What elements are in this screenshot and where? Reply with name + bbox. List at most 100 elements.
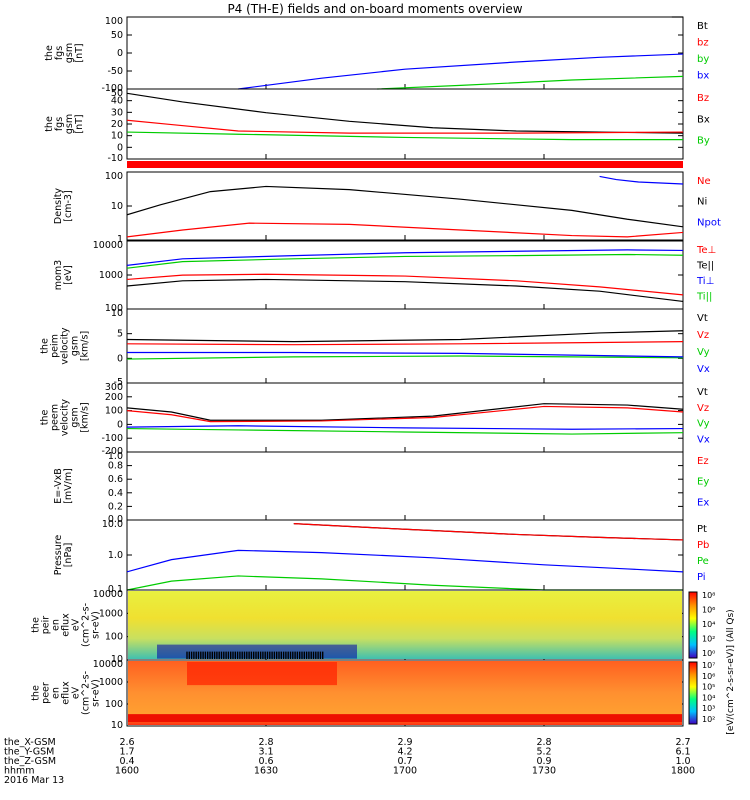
- colorbar-tick: 10⁶: [702, 672, 715, 681]
- y-tick-label: 50: [111, 30, 123, 41]
- y-axis-label: peim: [50, 334, 61, 358]
- series-line: [126, 253, 684, 269]
- y-axis-label: E=-VxB: [53, 468, 64, 503]
- axis-tick-label: 5.2: [536, 747, 551, 758]
- y-axis-label: fgs: [54, 117, 65, 131]
- legend-entry: Vx: [697, 434, 710, 445]
- panel-frame: [126, 451, 684, 521]
- y-axis-label: en: [51, 687, 62, 699]
- y-tick-label: 0: [117, 419, 123, 430]
- series-line: [126, 273, 684, 296]
- colorbar-tick: 10⁵: [702, 683, 715, 692]
- y-tick-label: 10: [111, 654, 123, 665]
- y-axis-label: Pressure: [53, 535, 64, 576]
- y-axis-label: the: [40, 338, 51, 354]
- axis-tick-label: 1630: [254, 766, 278, 777]
- y-axis-label: sr-eV): [91, 679, 102, 707]
- y-tick-label: 5: [117, 329, 123, 340]
- spectrogram-feature: [128, 714, 682, 723]
- y-axis-label: the: [31, 685, 42, 701]
- series-line: [126, 222, 684, 238]
- series-line: [126, 185, 684, 228]
- axis-tick-label: 2.8: [258, 737, 273, 748]
- legend-entry: Pe: [697, 556, 709, 567]
- y-axis-label: eflux: [61, 613, 72, 637]
- axis-row-label: hhmm: [4, 766, 35, 777]
- y-axis-label: velocity: [60, 399, 71, 437]
- y-tick-label: 0.2: [108, 501, 123, 512]
- series-line: [126, 341, 684, 346]
- y-axis-label: [nPa]: [63, 543, 74, 568]
- y-tick-label: 1.0: [108, 550, 123, 561]
- y-tick-label: 1: [117, 234, 123, 245]
- axis-tick-label: 1600: [115, 766, 139, 777]
- colorbar-label: [eV/(cm^2-s-sr-eV)] (All Qs): [726, 609, 736, 734]
- y-tick-label: 200: [105, 392, 123, 403]
- y-axis-label: sr-eV): [91, 611, 102, 639]
- legend-entry: Ne: [697, 176, 711, 187]
- y-axis-label: velocity: [60, 327, 71, 365]
- y-axis-label: [cm-3]: [63, 190, 74, 221]
- series-line: [127, 351, 684, 358]
- legend-entry: By: [697, 136, 710, 147]
- legend-entry: Bz: [697, 93, 709, 104]
- y-tick-label: 100: [105, 16, 123, 27]
- y-tick-label: 100: [105, 699, 123, 710]
- y-axis-label: fgs: [54, 46, 65, 60]
- y-axis-label: peem: [50, 404, 61, 431]
- axis-row-label: the_Y-GSM: [4, 747, 54, 758]
- series-line: [377, 75, 684, 90]
- y-axis-label: peer: [41, 682, 52, 704]
- y-axis-label: the: [40, 410, 51, 426]
- colorbar-tick: 10⁴: [702, 693, 715, 702]
- axis-tick-label: 1730: [532, 766, 556, 777]
- y-tick-label: 10: [111, 308, 123, 319]
- y-axis-label: the: [44, 116, 55, 132]
- y-tick-label: 0.8: [108, 461, 123, 472]
- y-axis-label: (cm^2-s-: [81, 671, 92, 715]
- legend-entry: Vz: [697, 403, 709, 414]
- legend-entry: Ni: [697, 197, 707, 208]
- panel-frame: [126, 16, 684, 90]
- legend-entry: bx: [697, 71, 709, 82]
- axis-tick-label: 1800: [671, 766, 695, 777]
- legend-entry: Pt: [697, 524, 707, 535]
- series-line: [238, 53, 684, 90]
- axis-tick-label: 2.6: [119, 737, 134, 748]
- panel-frame: [126, 88, 684, 160]
- y-tick-label: -50: [107, 66, 123, 77]
- y-axis-label: the: [31, 617, 42, 633]
- series-line: [126, 425, 684, 430]
- legend-entry: Bt: [697, 21, 708, 32]
- y-axis-label: [nT]: [74, 43, 85, 62]
- y-tick-label: 50: [111, 88, 123, 99]
- panel-frame: [126, 171, 684, 241]
- series-line: [126, 330, 684, 343]
- y-tick-label: -5: [114, 377, 123, 388]
- y-tick-label: 0.0: [108, 514, 123, 525]
- y-tick-label: 10: [111, 720, 123, 731]
- y-tick-label: 0.6: [108, 474, 123, 485]
- series-line: [126, 405, 684, 423]
- y-axis-label: [eV]: [63, 265, 74, 285]
- axis-tick-label: 4.2: [397, 747, 412, 758]
- axis-tick-label: 0.7: [397, 756, 412, 767]
- y-tick-label: 40: [111, 96, 123, 107]
- series-line: [599, 175, 684, 185]
- legend-entry: Vy: [697, 347, 710, 358]
- legend-entry: by: [697, 54, 709, 65]
- legend-entry: Ex: [697, 497, 709, 508]
- y-tick-label: 100: [105, 632, 123, 643]
- axis-tick-label: 0.6: [258, 756, 273, 767]
- series-line: [126, 119, 684, 134]
- y-tick-label: 0: [117, 48, 123, 59]
- y-axis-label: eV: [71, 618, 82, 631]
- legend-entry: Npot: [697, 217, 721, 228]
- y-tick-label: 10000: [93, 240, 123, 251]
- axis-row-label: the_Z-GSM: [4, 756, 56, 767]
- panel-frame: [126, 308, 684, 384]
- legend-entry: Pi: [697, 572, 706, 583]
- series-line: [126, 131, 683, 141]
- legend-entry: bz: [697, 38, 709, 49]
- y-tick-label: -10: [107, 153, 123, 164]
